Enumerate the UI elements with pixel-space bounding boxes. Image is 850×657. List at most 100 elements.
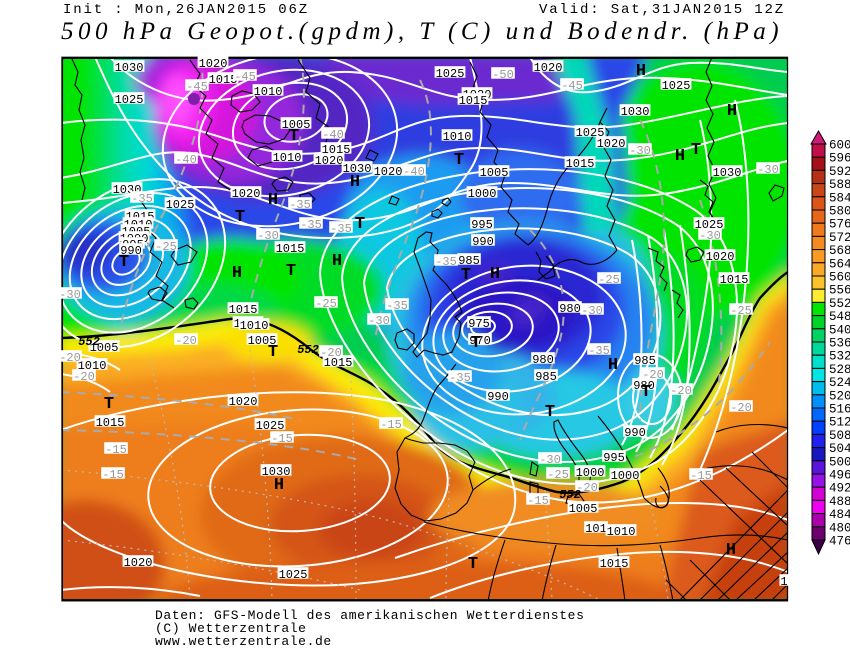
- svg-text:-40: -40: [322, 128, 344, 142]
- svg-text:H: H: [726, 541, 736, 560]
- svg-text:600: 600: [829, 139, 850, 153]
- svg-text:-20: -20: [175, 334, 197, 348]
- svg-text:1015: 1015: [209, 73, 238, 87]
- svg-text:-40: -40: [403, 165, 425, 179]
- svg-text:1010: 1010: [254, 85, 283, 99]
- svg-text:560: 560: [829, 271, 850, 285]
- svg-text:1030: 1030: [115, 61, 144, 75]
- svg-text:T: T: [545, 403, 555, 422]
- svg-text:980: 980: [633, 379, 655, 393]
- svg-text:-35: -35: [330, 222, 352, 236]
- svg-text:995: 995: [471, 218, 493, 232]
- svg-text:536: 536: [829, 337, 850, 351]
- svg-text:T: T: [104, 395, 114, 414]
- svg-text:-30: -30: [539, 453, 561, 467]
- svg-text:T: T: [454, 151, 464, 170]
- svg-text:-30: -30: [629, 144, 651, 158]
- svg-text:1020: 1020: [199, 57, 228, 71]
- svg-text:1025: 1025: [115, 93, 144, 107]
- svg-text:1030: 1030: [343, 162, 372, 176]
- svg-text:T: T: [461, 266, 471, 285]
- svg-text:1010: 1010: [273, 151, 302, 165]
- svg-text:-15: -15: [380, 418, 402, 432]
- svg-text:480: 480: [829, 521, 850, 535]
- svg-text:1015: 1015: [276, 242, 305, 256]
- svg-text:-20: -20: [59, 351, 81, 365]
- svg-text:-15: -15: [105, 443, 127, 457]
- svg-text:1015: 1015: [324, 356, 353, 370]
- svg-text:-30: -30: [757, 163, 779, 177]
- svg-text:-35: -35: [289, 198, 311, 212]
- svg-text:-50: -50: [492, 68, 514, 82]
- svg-text:540: 540: [829, 323, 850, 337]
- svg-text:H: H: [636, 62, 646, 81]
- svg-text:-15: -15: [527, 494, 549, 508]
- svg-text:528: 528: [829, 363, 850, 377]
- svg-text:T: T: [471, 334, 481, 353]
- svg-text:1005: 1005: [90, 341, 119, 355]
- svg-text:990: 990: [624, 426, 646, 440]
- svg-text:985: 985: [458, 254, 480, 268]
- svg-text:1000: 1000: [611, 469, 640, 483]
- svg-text:1020: 1020: [706, 250, 735, 264]
- svg-text:1025: 1025: [166, 198, 195, 212]
- svg-text:-45: -45: [561, 79, 583, 93]
- svg-text:-25: -25: [315, 297, 337, 311]
- svg-text:1020: 1020: [597, 137, 626, 151]
- svg-text:1005: 1005: [282, 118, 311, 132]
- svg-text:1015: 1015: [229, 303, 258, 317]
- svg-text:T: T: [289, 127, 299, 146]
- svg-text:556: 556: [829, 284, 850, 298]
- svg-text:500: 500: [829, 455, 850, 469]
- svg-text:1005: 1005: [248, 334, 277, 348]
- svg-text:985: 985: [634, 354, 656, 368]
- svg-text:-30: -30: [699, 229, 721, 243]
- svg-text:1015: 1015: [566, 157, 595, 171]
- svg-text:1020: 1020: [315, 154, 344, 168]
- svg-text:508: 508: [829, 429, 850, 443]
- svg-text:1015: 1015: [720, 273, 749, 287]
- svg-text:H: H: [232, 264, 242, 283]
- svg-text:-35: -35: [435, 255, 457, 269]
- svg-text:T: T: [119, 253, 129, 272]
- svg-text:1030: 1030: [621, 105, 650, 119]
- svg-text:T: T: [641, 383, 651, 402]
- svg-text:1030: 1030: [713, 166, 742, 180]
- svg-text:-30: -30: [257, 229, 279, 243]
- svg-text:476: 476: [829, 535, 850, 549]
- svg-text:504: 504: [829, 442, 850, 456]
- svg-text:584: 584: [829, 191, 850, 205]
- svg-text:T: T: [286, 262, 296, 281]
- svg-text:532: 532: [829, 350, 850, 364]
- svg-text:1020: 1020: [232, 187, 261, 201]
- svg-text:H: H: [274, 476, 284, 495]
- svg-text:492: 492: [829, 482, 850, 496]
- svg-text:-30: -30: [581, 304, 603, 318]
- svg-text:1025: 1025: [279, 568, 308, 582]
- svg-text:552: 552: [559, 488, 581, 502]
- svg-text:1: 1: [780, 575, 787, 589]
- svg-text:1020: 1020: [374, 165, 403, 179]
- svg-text:-25: -25: [155, 240, 177, 254]
- svg-text:-35: -35: [588, 344, 610, 358]
- svg-text:1005: 1005: [480, 166, 509, 180]
- svg-text:-25: -25: [730, 304, 752, 318]
- svg-text:-25: -25: [547, 468, 569, 482]
- svg-text:T: T: [468, 555, 478, 574]
- svg-text:552: 552: [297, 343, 319, 357]
- svg-text:990: 990: [120, 244, 142, 258]
- svg-text:-30: -30: [59, 288, 81, 302]
- svg-text:T: T: [235, 208, 245, 227]
- svg-text:484: 484: [829, 508, 850, 522]
- svg-text:-20: -20: [642, 368, 664, 382]
- svg-text:H: H: [490, 265, 500, 284]
- svg-text:552: 552: [78, 335, 100, 349]
- svg-text:516: 516: [829, 403, 850, 417]
- svg-text:552: 552: [829, 297, 850, 311]
- svg-text:-15: -15: [271, 432, 293, 446]
- svg-text:T: T: [355, 215, 365, 234]
- svg-text:H: H: [332, 252, 342, 271]
- svg-text:-30: -30: [368, 314, 390, 328]
- svg-text:-20: -20: [73, 370, 95, 384]
- svg-text:T: T: [691, 141, 701, 160]
